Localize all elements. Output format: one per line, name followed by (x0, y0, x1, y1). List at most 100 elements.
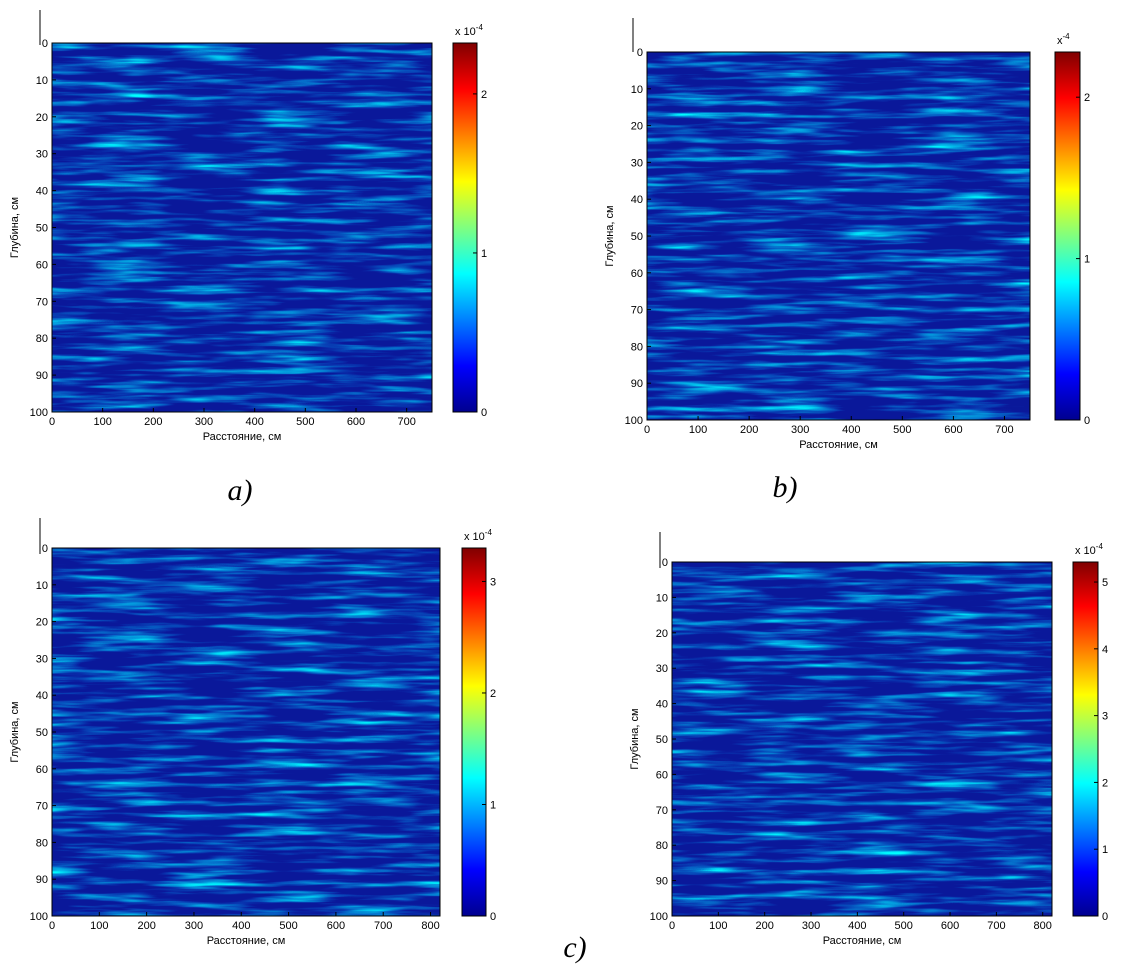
multiplier-exponent: -4 (1096, 542, 1104, 551)
x-tick-label: 100 (709, 920, 727, 932)
x-tick-label: 700 (374, 920, 392, 932)
y-tick-label: 0 (42, 543, 48, 555)
x-tick-label: 600 (941, 920, 959, 932)
y-tick-label: 40 (656, 699, 668, 711)
y-tick-label: 10 (631, 84, 643, 96)
x-tick-label: 200 (144, 416, 162, 428)
colorbar-tick-label: 1 (1084, 254, 1090, 266)
y-tick-label: 90 (36, 874, 48, 886)
x-tick-label: 0 (49, 920, 55, 932)
x-tick-label: 800 (421, 920, 439, 932)
y-tick-label: 30 (656, 663, 668, 675)
multiplier-exponent: -4 (1063, 32, 1071, 41)
y-tick-label: 40 (631, 194, 643, 206)
y-tick-label: 60 (631, 268, 643, 280)
panel-caption: a) (228, 474, 253, 507)
colorbar (452, 42, 478, 413)
multiplier-base: x (1057, 35, 1063, 47)
x-tick-label: 100 (93, 416, 111, 428)
y-tick-label: 30 (631, 157, 643, 169)
colorbar-tick-label: 2 (1102, 777, 1108, 789)
x-tick-label: 500 (893, 424, 911, 436)
x-tick-label: 0 (49, 416, 55, 428)
colorbar-tick-label: 3 (1102, 711, 1108, 723)
x-tick-label: 500 (279, 920, 297, 932)
panel-caption: b) (773, 471, 798, 504)
y-tick-label: 100 (625, 415, 643, 427)
heatmap-texture (672, 562, 1052, 916)
multiplier-base: x 10 (455, 26, 476, 38)
colorbar (1054, 51, 1081, 421)
colorbar-tick-label: 1 (490, 799, 496, 811)
colorbar-tick-label: 0 (481, 407, 487, 419)
y-tick-label: 100 (30, 911, 48, 923)
colorbar-multiplier: x-4 (1057, 32, 1070, 47)
x-tick-label: 400 (848, 920, 866, 932)
y-tick-label: 50 (656, 734, 668, 746)
colorbar-tick-label: 0 (490, 911, 496, 923)
y-tick-label: 40 (36, 186, 48, 198)
multiplier-exponent: -4 (476, 23, 484, 32)
x-tick-label: 200 (137, 920, 155, 932)
x-axis-label: Расстояние, см (207, 935, 286, 947)
x-tick-label: 400 (842, 424, 860, 436)
y-tick-label: 70 (36, 801, 48, 813)
x-tick-label: 400 (245, 416, 263, 428)
y-tick-label: 10 (36, 75, 48, 87)
colorbar-tick-label: 2 (481, 89, 487, 101)
multiplier-base: x 10 (464, 531, 485, 543)
y-tick-label: 70 (631, 305, 643, 317)
colorbar-multiplier: x 10-4 (1075, 542, 1103, 557)
colorbar (461, 547, 487, 917)
y-tick-label: 10 (36, 580, 48, 592)
y-tick-label: 40 (36, 690, 48, 702)
y-tick-label: 60 (36, 764, 48, 776)
y-axis-label: Глубина, см (9, 197, 21, 258)
y-tick-label: 90 (656, 876, 668, 888)
y-tick-label: 0 (42, 38, 48, 50)
y-tick-label: 100 (30, 407, 48, 419)
y-tick-label: 90 (36, 370, 48, 382)
y-tick-label: 60 (656, 769, 668, 781)
x-tick-label: 600 (347, 416, 365, 428)
colorbar-tick-label: 1 (481, 248, 487, 260)
x-tick-label: 600 (944, 424, 962, 436)
y-tick-label: 70 (36, 296, 48, 308)
colorbar-tick-label: 4 (1102, 644, 1108, 656)
colorbar-tick-label: 1 (1102, 844, 1108, 856)
y-tick-label: 80 (656, 840, 668, 852)
x-tick-label: 300 (185, 920, 203, 932)
x-tick-label: 400 (232, 920, 250, 932)
x-tick-label: 300 (791, 424, 809, 436)
y-tick-label: 0 (637, 47, 643, 59)
colorbar-tick-label: 3 (490, 576, 496, 588)
heatmap-texture (647, 52, 1030, 420)
x-axis-label: Расстояние, см (799, 439, 878, 451)
panel-caption: c) (563, 931, 586, 964)
y-tick-label: 50 (36, 223, 48, 235)
x-tick-label: 800 (1034, 920, 1052, 932)
y-tick-label: 50 (36, 727, 48, 739)
colorbar-multiplier: x 10-4 (464, 528, 492, 543)
y-axis-label: Глубина, см (629, 708, 641, 769)
x-tick-label: 500 (895, 920, 913, 932)
y-tick-label: 50 (631, 231, 643, 243)
y-tick-label: 80 (36, 837, 48, 849)
y-tick-label: 20 (656, 628, 668, 640)
y-tick-label: 0 (662, 557, 668, 569)
y-tick-label: 70 (656, 805, 668, 817)
y-tick-label: 20 (631, 121, 643, 133)
colorbar-tick-label: 0 (1102, 911, 1108, 923)
x-tick-label: 200 (740, 424, 758, 436)
x-tick-label: 100 (90, 920, 108, 932)
x-tick-label: 500 (296, 416, 314, 428)
colorbar-tick-label: 2 (1084, 92, 1090, 104)
y-axis-label: Глубина, см (604, 205, 616, 266)
colorbar-multiplier: x 10-4 (455, 23, 483, 38)
colorbar-tick-label: 0 (1084, 415, 1090, 427)
y-axis-label: Глубина, см (9, 701, 21, 762)
y-tick-label: 90 (631, 378, 643, 390)
x-axis-label: Расстояние, см (823, 935, 902, 947)
y-tick-label: 10 (656, 592, 668, 604)
